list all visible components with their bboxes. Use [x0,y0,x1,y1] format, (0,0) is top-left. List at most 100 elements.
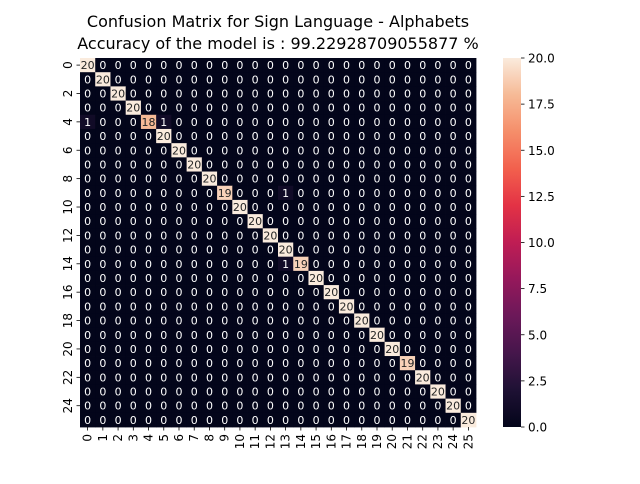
heatmap-cell [186,86,203,101]
heatmap-cell-label: 0 [84,87,91,100]
heatmap-cell-label: 0 [282,286,289,299]
heatmap-cell-label: 0 [297,173,304,186]
heatmap-cell [140,128,157,144]
heatmap-cell-label: 0 [267,201,274,214]
heatmap-cell [369,398,386,414]
heatmap-cell [232,171,248,187]
heatmap-cell [415,398,431,414]
heatmap-cell [95,199,111,215]
heatmap-cell [430,128,446,144]
heatmap-cell [156,341,172,357]
heatmap-cell-label: 0 [343,73,350,86]
heatmap-cell-label: 0 [115,244,122,257]
heatmap-cell [293,185,309,201]
heatmap-cell-label: 0 [389,187,396,200]
heatmap-cell [262,270,279,286]
heatmap-cell [156,185,172,201]
heatmap-cell-label: 0 [434,244,441,257]
heatmap-cell-label: 0 [252,371,259,384]
heatmap-cell [140,270,157,286]
heatmap-cell [156,143,172,158]
heatmap-cell [247,299,264,314]
heatmap-cell-label: 0 [358,158,365,171]
heatmap-cell-label: 0 [450,158,457,171]
heatmap-cell [232,285,248,300]
heatmap-cell [415,270,431,286]
heatmap-cell [445,72,462,87]
heatmap-cell [384,114,401,130]
heatmap-cell [278,341,294,357]
heatmap-cell [338,256,355,272]
heatmap-cell-label: 0 [252,130,259,143]
heatmap-cell [217,114,233,130]
heatmap-cell [278,313,294,329]
heatmap-cell [80,86,96,101]
heatmap-cell [369,256,386,272]
heatmap-cell-label: 0 [450,215,457,228]
heatmap-cell-label: 0 [99,229,106,242]
heatmap-cell-label: 0 [221,315,228,328]
heatmap-cell-label: 0 [176,343,183,356]
heatmap-cell [232,143,248,158]
heatmap-cell-label: 0 [465,244,472,257]
heatmap-cell-label: 0 [389,201,396,214]
heatmap-cell [308,100,325,116]
heatmap-cell [399,299,416,314]
heatmap-cell-label: 0 [130,343,137,356]
heatmap-cell-label: 0 [145,258,152,271]
heatmap-cell-label: 0 [282,386,289,399]
heatmap-cell [430,285,446,300]
heatmap-cell-label: 0 [84,201,91,214]
y-tick-label: 2 [61,90,75,98]
heatmap-cell-label: 0 [297,300,304,313]
heatmap-cell [384,72,401,87]
heatmap-cell [95,341,111,357]
heatmap-cell-label: 0 [297,286,304,299]
heatmap-cell-label: 0 [176,315,183,328]
heatmap-cell [384,412,401,428]
heatmap-cell-label: 20 [96,73,110,86]
heatmap-cell-label: 0 [374,144,381,157]
heatmap-cell-label: 0 [404,343,411,356]
heatmap-cell [232,72,248,87]
heatmap-cell [323,58,340,73]
heatmap-cell-label: 0 [419,59,426,72]
heatmap-cell-label: 0 [358,343,365,356]
heatmap-cell [338,100,355,116]
heatmap-cell [171,270,188,286]
heatmap-cell-label: 0 [160,343,167,356]
colorbar-tick-label: 12.5 [528,190,555,204]
heatmap-cell [369,327,386,343]
heatmap-cell-label: 0 [160,244,167,257]
heatmap-cell [232,100,248,116]
colorbar-tick-label: 2.5 [528,374,547,388]
heatmap-cell [445,398,462,414]
heatmap-cell-label: 0 [374,371,381,384]
heatmap-cell [308,199,325,215]
heatmap-cell [232,256,248,272]
heatmap-cell [125,384,142,400]
heatmap-cell [354,356,370,371]
heatmap-cell-label: 0 [358,400,365,413]
heatmap-cell-label: 0 [450,286,457,299]
heatmap-cell [201,199,218,215]
heatmap-cell-label: 0 [434,59,441,72]
heatmap-cell-label: 0 [328,144,335,157]
heatmap-cell-label: 0 [404,130,411,143]
heatmap-cell-label: 0 [434,414,441,427]
heatmap-cell-label: 0 [267,414,274,427]
heatmap-cell [95,370,111,385]
heatmap-cell [171,327,188,343]
heatmap-cell [460,58,477,73]
heatmap-cell-label: 0 [145,201,152,214]
heatmap-cell [171,370,188,385]
heatmap-cell-label: 0 [282,87,289,100]
chart-title: Confusion Matrix for Sign Language - Alp… [87,12,469,31]
heatmap-cell-label: 0 [267,215,274,228]
heatmap-cell [201,356,218,371]
heatmap-cell [140,299,157,314]
heatmap-cell [399,157,416,172]
heatmap-cell-label: 0 [389,371,396,384]
heatmap-cell [415,313,431,329]
heatmap-cell-label: 0 [191,300,198,313]
